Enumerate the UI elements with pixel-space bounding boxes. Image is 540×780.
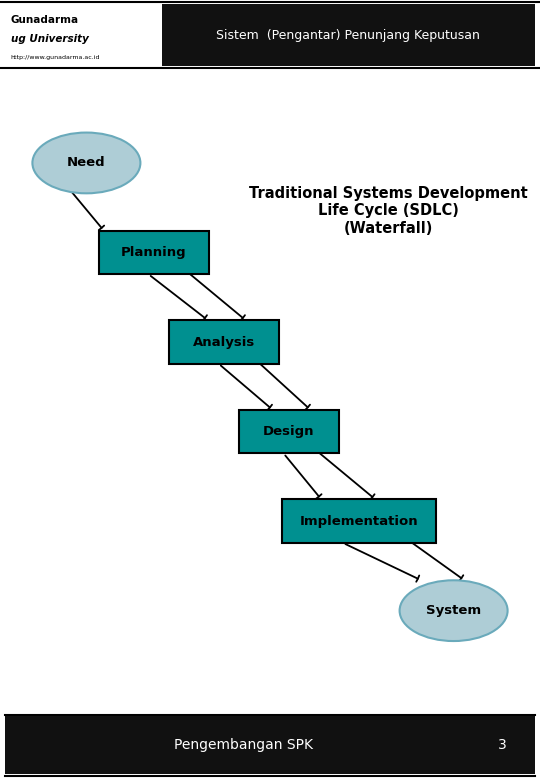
Text: Traditional Systems Development
Life Cycle (SDLC)
(Waterfall): Traditional Systems Development Life Cyc… bbox=[249, 186, 528, 236]
Bar bbox=[239, 410, 339, 453]
Text: Planning: Planning bbox=[121, 246, 187, 259]
Text: 3: 3 bbox=[498, 738, 507, 752]
Text: http://www.gunadarma.ac.id: http://www.gunadarma.ac.id bbox=[11, 55, 100, 60]
Text: Analysis: Analysis bbox=[193, 335, 255, 349]
Text: System: System bbox=[426, 604, 481, 617]
Text: Need: Need bbox=[67, 157, 106, 169]
Text: Pengembangan SPK: Pengembangan SPK bbox=[173, 738, 313, 752]
Ellipse shape bbox=[32, 133, 140, 193]
Bar bbox=[98, 231, 209, 275]
Text: Gunadarma: Gunadarma bbox=[11, 15, 79, 25]
Text: Sistem  (Pengantar) Penunjang Keputusan: Sistem (Pengantar) Penunjang Keputusan bbox=[217, 29, 480, 41]
Bar bbox=[162, 4, 535, 66]
Bar bbox=[168, 321, 280, 363]
Bar bbox=[5, 716, 535, 775]
Ellipse shape bbox=[400, 580, 508, 641]
Text: ug University: ug University bbox=[11, 34, 89, 44]
Text: Design: Design bbox=[263, 425, 315, 438]
Bar bbox=[282, 499, 436, 543]
Text: Implementation: Implementation bbox=[300, 515, 418, 527]
